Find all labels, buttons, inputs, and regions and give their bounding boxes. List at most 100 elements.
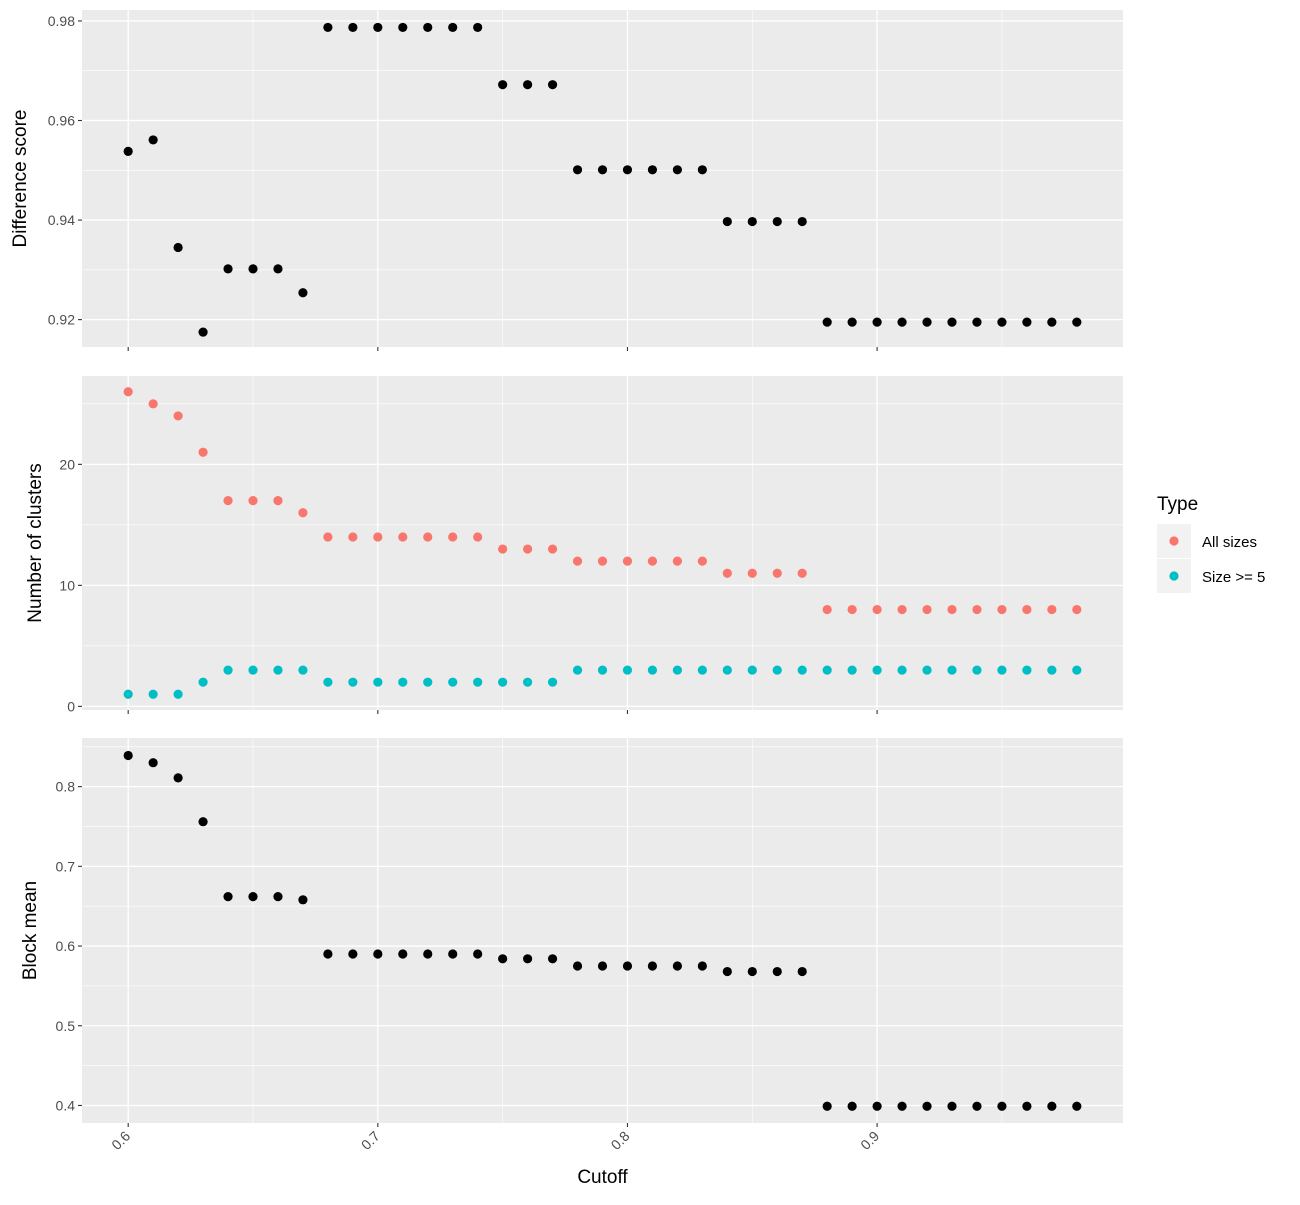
data-point (897, 317, 907, 327)
data-point (273, 892, 283, 902)
data-point (872, 1101, 882, 1111)
data-point (897, 604, 907, 615)
data-point (348, 22, 358, 33)
data-point (872, 665, 882, 675)
data-point (672, 665, 682, 675)
data-point (473, 532, 483, 542)
legend-key-point (1169, 536, 1179, 546)
data-point (448, 949, 458, 959)
data-point (847, 665, 857, 675)
data-point (473, 949, 483, 959)
data-point (722, 568, 732, 578)
data-point (223, 665, 233, 675)
data-point (772, 665, 782, 675)
data-point (572, 165, 583, 175)
data-point (772, 216, 782, 227)
data-point (972, 665, 982, 675)
data-point (498, 544, 508, 554)
data-point (198, 677, 208, 687)
data-point (323, 677, 333, 687)
data-point (523, 954, 533, 964)
y-tick-label: 0.8 (56, 779, 76, 795)
data-point (547, 80, 558, 90)
data-point (1047, 665, 1057, 675)
data-point (622, 556, 633, 566)
data-point (448, 22, 458, 33)
x-tick-label: 0.8 (608, 1128, 633, 1153)
data-point (747, 665, 757, 675)
data-point (997, 1101, 1007, 1111)
panel-background-3 (82, 738, 1123, 1123)
data-point (298, 895, 308, 905)
data-point (997, 604, 1007, 615)
data-point (922, 665, 932, 675)
y-axis-title: Number of clusters (25, 463, 46, 622)
data-point (972, 1101, 982, 1111)
data-point (148, 399, 158, 409)
data-point (672, 556, 682, 566)
data-point (622, 165, 633, 175)
data-point (847, 317, 857, 327)
data-point (822, 317, 832, 327)
data-point (747, 216, 757, 227)
data-point (173, 773, 183, 783)
data-point (298, 665, 308, 675)
data-point (248, 892, 258, 902)
data-point (922, 1101, 932, 1111)
data-point (622, 961, 633, 971)
data-point (747, 966, 757, 977)
data-point (448, 677, 458, 687)
data-point (373, 949, 383, 959)
data-point (473, 22, 483, 33)
data-point (523, 677, 533, 687)
data-point (722, 966, 732, 977)
data-point (248, 496, 258, 506)
data-point (622, 665, 633, 675)
data-point (348, 532, 358, 542)
data-point (597, 556, 608, 566)
data-point (847, 604, 857, 615)
data-point (1072, 1101, 1082, 1111)
data-point (922, 317, 932, 327)
data-point (148, 689, 158, 699)
data-point (323, 22, 333, 33)
data-point (797, 216, 807, 227)
data-point (523, 80, 533, 90)
data-point (547, 954, 558, 964)
y-tick-label: 0.5 (56, 1018, 76, 1034)
data-point (173, 689, 183, 699)
data-point (223, 892, 233, 902)
data-point (298, 508, 308, 518)
data-point (947, 665, 957, 675)
data-point (273, 264, 283, 274)
data-point (672, 961, 682, 971)
data-point (1047, 1101, 1057, 1111)
legend-key-point (1169, 571, 1179, 581)
data-point (572, 556, 583, 566)
data-point (323, 532, 333, 542)
legend-title: Type (1157, 494, 1198, 515)
data-point (1047, 317, 1057, 327)
data-point (373, 22, 383, 33)
data-point (1022, 1101, 1032, 1111)
y-tick-label: 20 (59, 456, 75, 472)
data-point (1022, 604, 1032, 615)
data-point (173, 411, 183, 421)
data-point (897, 665, 907, 675)
data-point (897, 1101, 907, 1111)
data-point (423, 677, 433, 687)
data-point (298, 288, 308, 298)
data-point (697, 665, 707, 675)
data-point (647, 665, 658, 675)
data-point (947, 1101, 957, 1111)
y-tick-label: 0.94 (48, 212, 75, 228)
y-tick-label: 0.7 (56, 858, 76, 874)
data-point (198, 327, 208, 337)
data-point (398, 532, 408, 542)
data-point (123, 689, 133, 699)
panel-background-2 (82, 376, 1123, 710)
data-point (647, 961, 658, 971)
x-tick-label: 0.7 (358, 1128, 383, 1153)
